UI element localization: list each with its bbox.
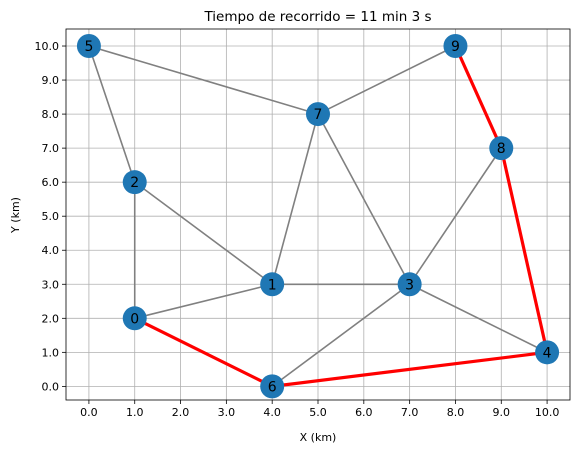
y-tick-label: 5.0 [42, 210, 60, 223]
node-label-2: 2 [130, 175, 139, 191]
y-tick-label: 7.0 [42, 142, 60, 155]
node-label-3: 3 [405, 277, 414, 293]
x-tick-label: 9.0 [493, 406, 511, 419]
node-label-5: 5 [84, 39, 93, 55]
chart-title: Tiempo de recorrido = 11 min 3 s [203, 9, 431, 25]
node-label-7: 7 [314, 107, 323, 123]
y-tick-label: 0.0 [42, 380, 60, 393]
y-tick-label: 6.0 [42, 176, 60, 189]
node-label-1: 1 [268, 277, 277, 293]
y-tick-label: 1.0 [42, 346, 60, 359]
x-tick-label: 8.0 [447, 406, 465, 419]
y-tick-label: 10.0 [35, 40, 60, 53]
x-tick-label: 7.0 [401, 406, 419, 419]
x-axis-label: X (km) [300, 431, 337, 444]
x-tick-label: 6.0 [355, 406, 373, 419]
y-axis-label: Y (km) [9, 197, 22, 234]
x-tick-label: 3.0 [218, 406, 236, 419]
x-tick-label: 5.0 [309, 406, 327, 419]
x-tick-label: 10.0 [535, 406, 560, 419]
node-label-8: 8 [497, 141, 506, 157]
x-tick-label: 0.0 [80, 406, 98, 419]
node-label-4: 4 [543, 345, 552, 361]
x-tick-label: 4.0 [263, 406, 281, 419]
node-label-0: 0 [130, 311, 139, 327]
y-tick-label: 4.0 [42, 244, 60, 257]
y-tick-label: 2.0 [42, 312, 60, 325]
node-label-9: 9 [451, 39, 460, 55]
x-tick-label: 2.0 [172, 406, 190, 419]
y-tick-label: 9.0 [42, 74, 60, 87]
x-tick-label: 1.0 [126, 406, 144, 419]
node-label-6: 6 [268, 379, 277, 395]
y-tick-label: 8.0 [42, 108, 60, 121]
y-tick-label: 3.0 [42, 278, 60, 291]
